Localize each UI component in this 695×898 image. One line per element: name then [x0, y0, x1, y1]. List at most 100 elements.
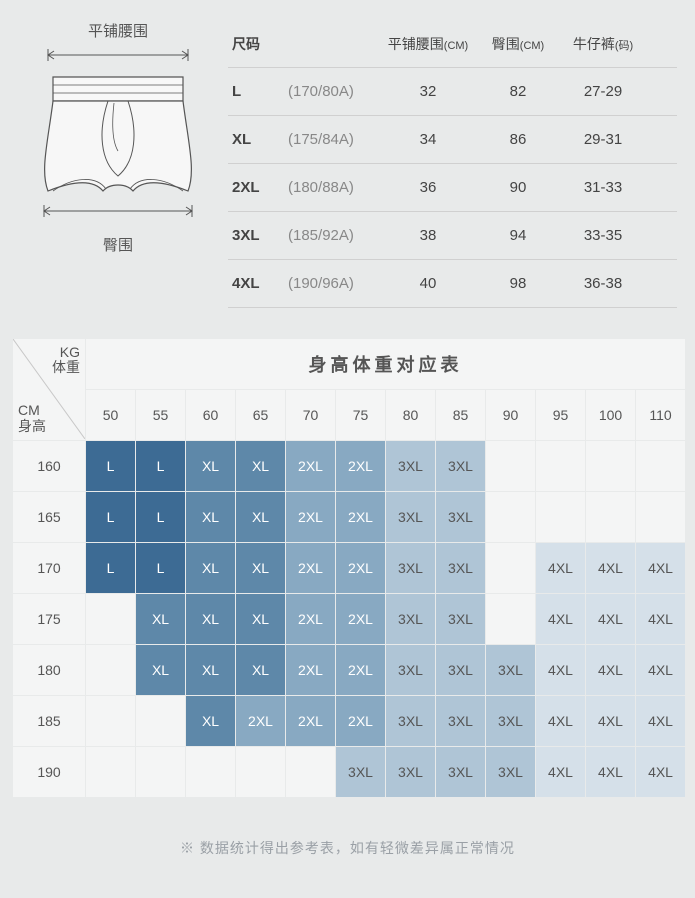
- matrix-cell: [236, 747, 285, 797]
- cell-waist: 32: [378, 83, 478, 100]
- matrix-cell: L: [86, 492, 135, 542]
- matrix-cell: L: [86, 441, 135, 491]
- matrix-cell: XL: [186, 645, 235, 695]
- matrix-cell: 3XL: [436, 747, 485, 797]
- cell-jeans: 36-38: [558, 275, 648, 292]
- col-hip-unit: (CM): [520, 40, 544, 52]
- matrix-weight-header: 80: [386, 390, 435, 440]
- footnote: ※ 数据统计得出参考表，如有轻微差异属正常情况: [0, 808, 695, 898]
- cell-spec: (180/88A): [288, 179, 378, 196]
- corner-kg: KG: [52, 345, 80, 360]
- matrix-weight-header: 55: [136, 390, 185, 440]
- cell-spec: (175/84A): [288, 131, 378, 148]
- matrix-cell: L: [136, 441, 185, 491]
- matrix-cell: 2XL: [286, 543, 335, 593]
- matrix-cell: 4XL: [586, 543, 635, 593]
- matrix-weight-header: 90: [486, 390, 535, 440]
- matrix-cell: XL: [236, 594, 285, 644]
- matrix-cell: XL: [236, 492, 285, 542]
- cell-jeans: 29-31: [558, 131, 648, 148]
- matrix-cell: 3XL: [386, 441, 435, 491]
- matrix-cell: 4XL: [536, 594, 585, 644]
- matrix-cell: [86, 747, 135, 797]
- matrix-cell: 4XL: [636, 645, 685, 695]
- matrix-cell: 4XL: [536, 747, 585, 797]
- matrix-height-header: 170: [13, 543, 85, 593]
- cell-size: XL: [228, 131, 288, 148]
- matrix-cell: XL: [136, 594, 185, 644]
- diagram-box: 平铺腰围: [18, 20, 218, 308]
- matrix-cell: XL: [186, 492, 235, 542]
- matrix-cell: [536, 492, 585, 542]
- matrix-cell: 2XL: [286, 492, 335, 542]
- matrix-cell: 3XL: [386, 747, 435, 797]
- cell-spec: (170/80A): [288, 83, 378, 100]
- matrix-cell: 4XL: [536, 645, 585, 695]
- matrix-cell: 2XL: [286, 441, 335, 491]
- matrix-cell: 2XL: [336, 441, 385, 491]
- matrix-cell: 3XL: [336, 747, 385, 797]
- matrix-cell: [86, 696, 135, 746]
- cell-jeans: 33-35: [558, 227, 648, 244]
- matrix-cell: 2XL: [286, 594, 335, 644]
- col-jeans-label: 牛仔裤: [573, 36, 615, 52]
- matrix-cell: 3XL: [436, 696, 485, 746]
- matrix-cell: L: [136, 492, 185, 542]
- matrix-cell: 3XL: [486, 696, 535, 746]
- matrix-cell: 3XL: [436, 645, 485, 695]
- corner-cm: CM: [18, 403, 46, 418]
- matrix-cell: [586, 492, 635, 542]
- cell-spec: (185/92A): [288, 227, 378, 244]
- matrix-cell: [536, 441, 585, 491]
- matrix-cell: 2XL: [286, 645, 335, 695]
- matrix-height-header: 175: [13, 594, 85, 644]
- col-waist-label: 平铺腰围: [388, 36, 444, 52]
- cell-jeans: 27-29: [558, 83, 648, 100]
- cell-hip: 86: [478, 131, 558, 148]
- matrix-cell: 4XL: [586, 696, 635, 746]
- matrix-cell: [136, 696, 185, 746]
- matrix-cell: 4XL: [636, 747, 685, 797]
- matrix-cell: 4XL: [636, 594, 685, 644]
- matrix-weight-header: 75: [336, 390, 385, 440]
- col-size-label: 尺码: [232, 36, 260, 52]
- matrix-cell: [486, 441, 535, 491]
- size-table-row: L(170/80A)328227-29: [228, 68, 677, 116]
- cell-size: 2XL: [228, 179, 288, 196]
- matrix-cell: L: [86, 543, 135, 593]
- matrix-cell: 2XL: [236, 696, 285, 746]
- matrix-cell: [136, 747, 185, 797]
- matrix-cell: [486, 543, 535, 593]
- matrix-height-header: 185: [13, 696, 85, 746]
- cell-size: 4XL: [228, 275, 288, 292]
- cell-size: 3XL: [228, 227, 288, 244]
- matrix-weight-header: 110: [636, 390, 685, 440]
- corner-height: 身高: [18, 419, 46, 434]
- cell-waist: 34: [378, 131, 478, 148]
- matrix-weight-header: 65: [236, 390, 285, 440]
- matrix-cell: 3XL: [436, 594, 485, 644]
- matrix-cell: 2XL: [336, 492, 385, 542]
- matrix-cell: [486, 594, 535, 644]
- underwear-diagram: [18, 41, 218, 241]
- cell-waist: 40: [378, 275, 478, 292]
- matrix-weight-header: 60: [186, 390, 235, 440]
- matrix-cell: 3XL: [386, 696, 435, 746]
- matrix-cell: [286, 747, 335, 797]
- cell-spec: (190/96A): [288, 275, 378, 292]
- matrix-cell: 4XL: [636, 543, 685, 593]
- matrix-cell: XL: [186, 441, 235, 491]
- matrix-weight-header: 50: [86, 390, 135, 440]
- matrix-weight-header: 70: [286, 390, 335, 440]
- matrix-cell: [636, 441, 685, 491]
- matrix-cell: XL: [186, 594, 235, 644]
- matrix-cell: 4XL: [586, 747, 635, 797]
- matrix-height-header: 160: [13, 441, 85, 491]
- matrix-cell: 2XL: [336, 594, 385, 644]
- cell-hip: 82: [478, 83, 558, 100]
- size-table-row: XL(175/84A)348629-31: [228, 116, 677, 164]
- matrix-cell: 4XL: [536, 696, 585, 746]
- cell-size: L: [228, 83, 288, 100]
- matrix-height-header: 190: [13, 747, 85, 797]
- matrix-weight-header: 95: [536, 390, 585, 440]
